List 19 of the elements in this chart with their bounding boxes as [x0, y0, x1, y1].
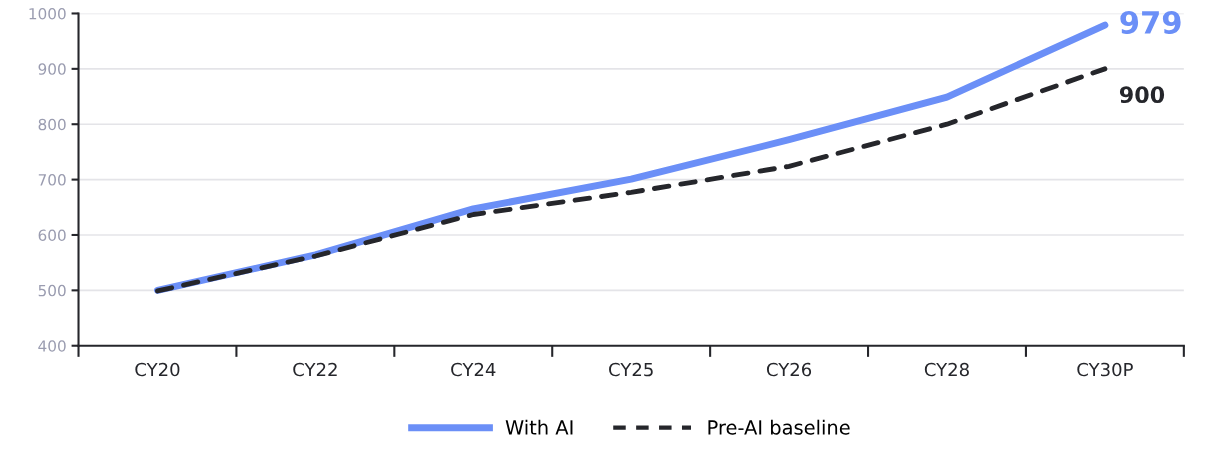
x-tick-label: CY26 — [766, 362, 812, 377]
x-tick-label: CY28 — [924, 362, 969, 377]
y-tick-label: 500 — [38, 284, 66, 297]
y-tick-label: 700 — [38, 174, 66, 186]
x-tick-label: CY20 — [135, 362, 180, 377]
y-tick-label: 600 — [38, 229, 66, 241]
y-tick-label: 800 — [38, 118, 66, 131]
legend-label: With AI — [505, 419, 573, 435]
x-tick-label: CY25 — [609, 362, 653, 377]
legend-label: Pre-AI baseline — [708, 419, 850, 435]
y-tick-label: 1000 — [29, 7, 66, 20]
data-label: 979 — [1120, 10, 1181, 34]
y-tick-label: 900 — [38, 63, 66, 75]
y-tick-label: 400 — [38, 340, 66, 352]
x-tick-label: CY22 — [293, 362, 337, 377]
line-series — [155, 66, 1108, 294]
data-label: 900 — [1119, 86, 1165, 104]
x-tick-label: CY30P — [1077, 362, 1133, 377]
x-tick-label: CY24 — [451, 362, 496, 377]
